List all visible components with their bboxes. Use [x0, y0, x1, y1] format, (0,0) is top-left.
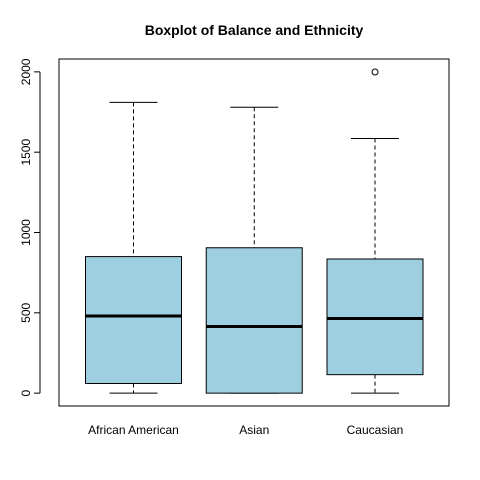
iqr-box — [326, 258, 424, 376]
outlier-point — [371, 68, 379, 76]
x-tick-label: Caucasian — [347, 423, 404, 437]
y-tick-label: 0 — [19, 389, 33, 396]
x-tick-label: African American — [88, 423, 179, 437]
chart-title: Boxplot of Balance and Ethnicity — [145, 22, 364, 38]
y-tick-label: 1500 — [19, 139, 33, 166]
iqr-box — [205, 247, 303, 394]
y-tick-label: 500 — [19, 302, 33, 322]
boxes — [85, 68, 424, 394]
x-tick-label: Asian — [239, 423, 269, 437]
iqr-box — [85, 256, 182, 385]
y-axis: 0 500 1000 1500 2000 — [19, 58, 41, 396]
y-tick-label: 2000 — [19, 58, 33, 85]
x-axis: African American Asian Caucasian — [88, 423, 403, 437]
y-tick-label: 1000 — [19, 219, 33, 246]
plot-frame — [58, 58, 450, 407]
